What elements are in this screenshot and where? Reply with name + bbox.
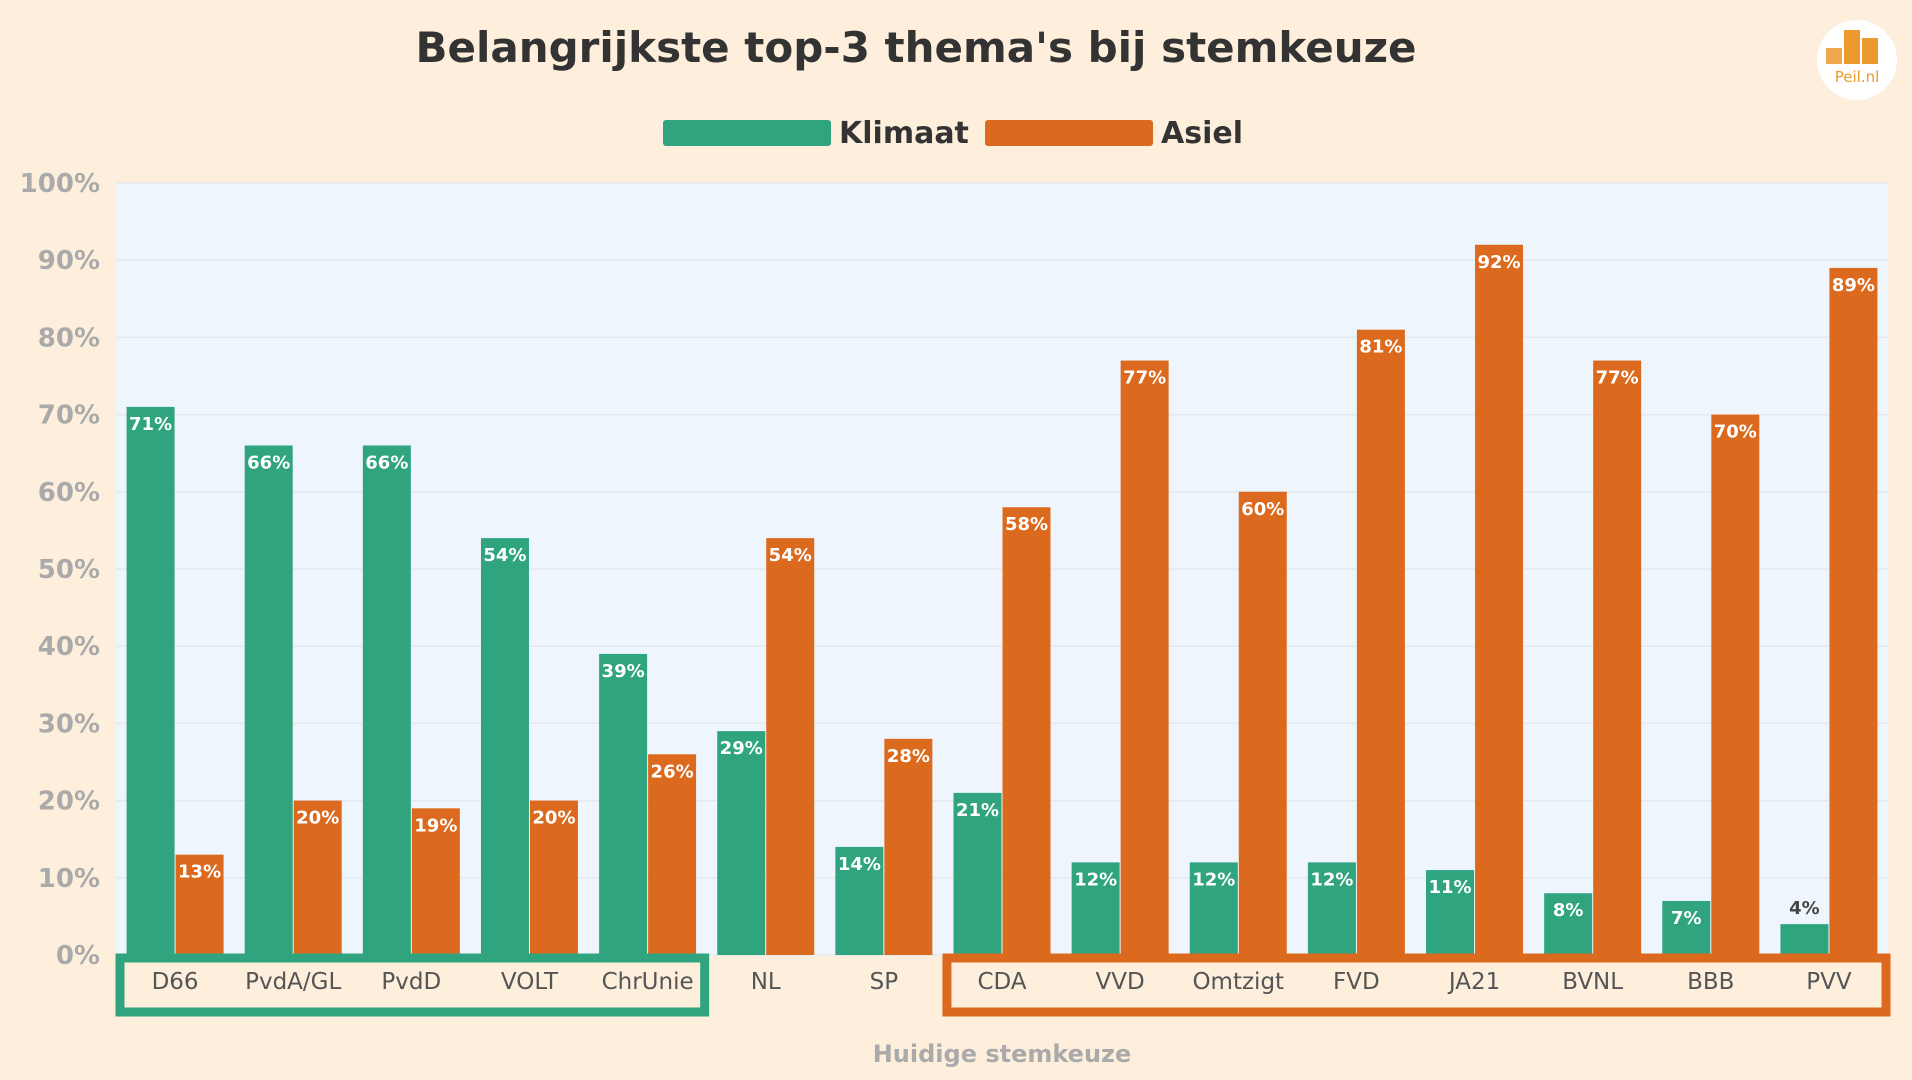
x-tick-label: PVV — [1806, 969, 1852, 995]
data-label: 11% — [1428, 877, 1471, 898]
y-tick-label: 90% — [38, 246, 100, 276]
x-tick-label: VOLT — [501, 969, 559, 995]
bar-asiel-ja21 — [1475, 244, 1524, 955]
x-tick-label: VVD — [1096, 969, 1145, 995]
y-tick-label: 40% — [38, 632, 100, 662]
highlight-box-asiel — [942, 953, 1891, 1017]
data-label: 39% — [602, 661, 645, 682]
highlight-box-klimaat — [115, 953, 710, 1017]
svg-text:Peil.nl: Peil.nl — [1835, 68, 1880, 86]
y-tick-label: 10% — [38, 864, 100, 894]
x-tick-label: D66 — [152, 969, 199, 995]
bar-klimaat-chrunie — [599, 653, 648, 955]
data-label: 70% — [1714, 422, 1757, 443]
bar-asiel-pvdd — [411, 808, 460, 955]
bar-asiel-sp — [884, 738, 933, 955]
data-label: 8% — [1553, 900, 1584, 921]
data-label: 66% — [365, 452, 408, 473]
y-tick-label: 50% — [38, 555, 100, 585]
y-tick-label: 30% — [38, 709, 100, 739]
data-label: 77% — [1123, 368, 1166, 389]
bar-klimaat-cda — [953, 792, 1002, 955]
data-label: 4% — [1789, 898, 1820, 919]
bar-asiel-bbb — [1711, 414, 1760, 956]
data-label: 12% — [1192, 869, 1235, 890]
data-label: 71% — [129, 414, 172, 435]
x-tick-label: FVD — [1333, 969, 1380, 995]
bar-asiel-nl — [766, 538, 815, 955]
data-label: 13% — [178, 862, 221, 883]
data-label: 20% — [532, 808, 575, 829]
data-label: 58% — [1005, 514, 1048, 535]
x-tick-label: NL — [751, 969, 781, 995]
x-tick-label: JA21 — [1447, 969, 1500, 995]
data-label: 54% — [483, 545, 526, 566]
legend-label-asiel: Asiel — [1161, 116, 1243, 151]
data-label: 60% — [1241, 499, 1284, 520]
legend-swatch-asiel — [985, 120, 1153, 146]
data-label: 29% — [720, 738, 763, 759]
x-tick-label: BBB — [1687, 969, 1734, 995]
bar-klimaat-bvnl — [1544, 893, 1593, 955]
data-label: 26% — [651, 761, 694, 782]
peil-logo: Peil.nl — [1817, 20, 1897, 100]
x-tick-label: CDA — [977, 969, 1026, 995]
x-tick-label: SP — [870, 969, 899, 995]
bar-klimaat-d66 — [126, 406, 175, 955]
y-tick-label: 0% — [56, 941, 100, 971]
x-tick-label: BVNL — [1562, 969, 1623, 995]
x-tick-label: Omtzigt — [1192, 969, 1284, 995]
chart-title: Belangrijkste top-3 thema's bij stemkeuz… — [415, 23, 1416, 72]
data-label: 14% — [838, 854, 881, 875]
bar-asiel-fvd — [1356, 329, 1405, 955]
bar-asiel-omtzigt — [1238, 491, 1287, 955]
data-label: 28% — [887, 746, 930, 767]
x-axis-title: Huidige stemkeuze — [873, 1040, 1132, 1068]
data-label: 89% — [1832, 275, 1875, 296]
data-label: 92% — [1477, 252, 1520, 273]
bar-asiel-vvd — [1120, 360, 1169, 955]
bar-klimaat-pvdd — [362, 445, 411, 955]
bar-klimaat-vvd — [1071, 862, 1120, 955]
bar-klimaat-pvv — [1780, 924, 1829, 955]
bar-klimaat-pvda/gl — [244, 445, 293, 955]
data-label: 7% — [1671, 908, 1702, 929]
bar-asiel-cda — [1002, 507, 1051, 955]
bar-klimaat-ja21 — [1426, 870, 1475, 955]
data-label: 21% — [956, 800, 999, 821]
x-tick-label: ChrUnie — [602, 969, 694, 995]
bar-asiel-chrunie — [648, 754, 697, 955]
y-tick-label: 70% — [38, 401, 100, 431]
data-label: 81% — [1359, 337, 1402, 358]
y-tick-label: 100% — [20, 169, 100, 199]
data-label: 66% — [247, 452, 290, 473]
data-label: 77% — [1596, 368, 1639, 389]
legend-swatch-klimaat — [663, 120, 831, 146]
legend: Klimaat Asiel — [663, 116, 1243, 151]
x-tick-label: PvdA/GL — [245, 969, 341, 995]
bar-klimaat-bbb — [1662, 900, 1711, 955]
data-label: 54% — [769, 545, 812, 566]
bar-klimaat-omtzigt — [1189, 862, 1238, 955]
bar-klimaat-sp — [835, 846, 884, 955]
bar-asiel-pvda/gl — [293, 800, 342, 955]
bar-klimaat-nl — [717, 731, 766, 955]
data-label: 12% — [1310, 869, 1353, 890]
data-label: 20% — [296, 808, 339, 829]
y-tick-label: 60% — [38, 478, 100, 508]
legend-label-klimaat: Klimaat — [839, 116, 969, 151]
y-tick-label: 80% — [38, 323, 100, 353]
bar-asiel-bvnl — [1593, 360, 1642, 955]
bar-asiel-pvv — [1829, 267, 1878, 955]
bar-asiel-volt — [529, 800, 578, 955]
y-tick-label: 20% — [38, 787, 100, 817]
bar-asiel-d66 — [175, 854, 224, 955]
bar-klimaat-fvd — [1307, 862, 1356, 955]
data-label: 19% — [414, 815, 457, 836]
x-tick-label: PvdD — [381, 969, 441, 995]
bar-klimaat-volt — [480, 538, 529, 955]
data-label: 12% — [1074, 869, 1117, 890]
